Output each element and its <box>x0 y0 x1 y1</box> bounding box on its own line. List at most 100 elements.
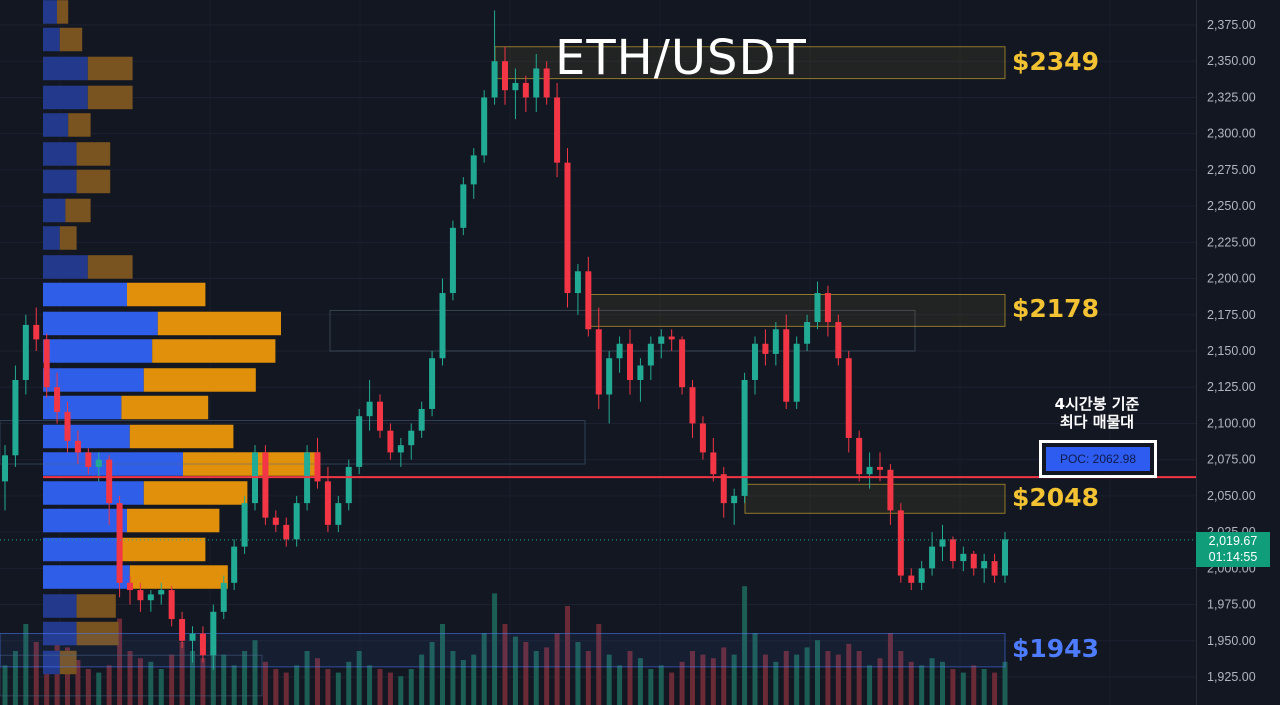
level-label-2178: $2178 <box>1012 294 1099 324</box>
volume-bar <box>315 658 320 705</box>
volume-bar <box>106 665 112 705</box>
poc-label: POC: 2062.98 <box>1046 447 1150 471</box>
y-tick-label: 2,175.00 <box>1207 308 1256 322</box>
candle-countdown: 01:14:55 <box>1208 550 1258 564</box>
volume-profile-sell <box>87 85 133 110</box>
volume-bar <box>940 661 945 705</box>
candle-body <box>12 379 19 456</box>
candle-body <box>85 452 92 467</box>
volume-bar <box>377 669 383 705</box>
volume-profile-buy <box>43 537 122 562</box>
volume-bar <box>85 669 91 705</box>
volume-profile-sell <box>59 226 77 250</box>
volume-profile-sell <box>76 594 116 618</box>
volume-bar <box>419 654 425 705</box>
candle-body <box>22 324 29 380</box>
volume-profile-buy <box>43 0 57 24</box>
volume-bar <box>502 624 508 705</box>
y-tick-label: 2,275.00 <box>1207 163 1256 177</box>
volume-bar <box>262 661 268 705</box>
candle-body <box>679 339 686 388</box>
volume-bar <box>596 624 602 705</box>
volume-bar <box>773 661 779 705</box>
level-label-2349: $2349 <box>1012 46 1099 76</box>
candle-body <box>908 575 915 583</box>
volume-profile-buy <box>43 594 77 618</box>
candle-body <box>439 293 446 359</box>
annotation-line-2: 최다 매물대 <box>1059 413 1135 431</box>
volume-bar <box>669 672 675 705</box>
y-tick-label: 2,300.00 <box>1207 127 1256 141</box>
volume-bar <box>658 665 664 705</box>
candle-body <box>43 339 50 388</box>
volume-profile-sell <box>129 424 234 449</box>
candle-body <box>1002 539 1008 576</box>
volume-bar <box>710 658 716 705</box>
volume-bar <box>75 660 81 705</box>
candle-body <box>699 423 706 453</box>
candle-body <box>585 271 592 330</box>
volume-bar <box>762 654 768 705</box>
candle-body <box>783 329 790 402</box>
candle-body <box>866 466 873 475</box>
candle-body <box>533 68 540 98</box>
candle-body <box>574 271 581 294</box>
candle-body <box>918 568 925 583</box>
candle-body <box>991 561 998 576</box>
candle-body <box>752 343 758 380</box>
candle-body <box>137 590 144 601</box>
volume-profile-sell <box>152 339 276 363</box>
volume-bar <box>158 669 164 705</box>
volume-bar <box>471 654 477 705</box>
volume-bar <box>700 654 706 705</box>
volume-profile-buy <box>43 481 144 505</box>
volume-profile-buy <box>43 142 77 166</box>
candle-body <box>408 430 415 446</box>
candle-body <box>387 430 394 453</box>
volume-bar <box>835 654 841 705</box>
candle-body <box>293 503 300 540</box>
volume-bar <box>648 669 654 705</box>
volume-bar <box>950 669 956 705</box>
annotation-line-1: 4시간봉 기준 <box>1054 395 1140 413</box>
volume-bar <box>117 618 123 705</box>
candle-body <box>168 590 175 620</box>
volume-profile-sell <box>76 169 111 194</box>
candle-body <box>345 466 352 504</box>
volume-bar <box>179 642 185 705</box>
candle-body <box>2 455 8 482</box>
candle-body <box>356 416 363 467</box>
candle-body <box>199 633 206 656</box>
volume-profile-sell <box>143 368 256 392</box>
volume-bar <box>273 669 279 705</box>
candle-body <box>470 155 477 185</box>
volume-bar <box>169 654 175 705</box>
volume-profile-sell <box>121 395 209 420</box>
candle-body <box>960 553 967 562</box>
volume-profile-sell <box>157 311 281 336</box>
volume-bar <box>481 633 487 705</box>
candle-body <box>606 358 613 395</box>
candle-body <box>460 184 467 228</box>
volume-profile-buy <box>43 169 77 194</box>
volume-bar <box>960 672 966 705</box>
volume-profile-buy <box>43 56 88 81</box>
candle-body <box>835 322 842 359</box>
candle-body <box>179 619 186 641</box>
volume-bar <box>742 586 748 705</box>
volume-profile-sell <box>129 565 228 589</box>
volume-profile-sell <box>57 0 69 24</box>
y-tick-label: 2,150.00 <box>1207 344 1256 358</box>
volume-profile-buy <box>43 282 127 307</box>
current-price-tag: 2,019.67 01:14:55 <box>1196 532 1270 567</box>
volume-bar <box>804 647 810 705</box>
candle-body <box>543 68 550 98</box>
volume-bar <box>221 654 227 705</box>
volume-bar <box>783 651 789 705</box>
candle-body <box>272 517 279 525</box>
volume-profile-buy <box>43 113 69 137</box>
volume-profile-sell <box>68 113 91 137</box>
candle-body <box>189 633 196 641</box>
candle-body <box>449 227 456 294</box>
candle-body <box>616 343 623 359</box>
